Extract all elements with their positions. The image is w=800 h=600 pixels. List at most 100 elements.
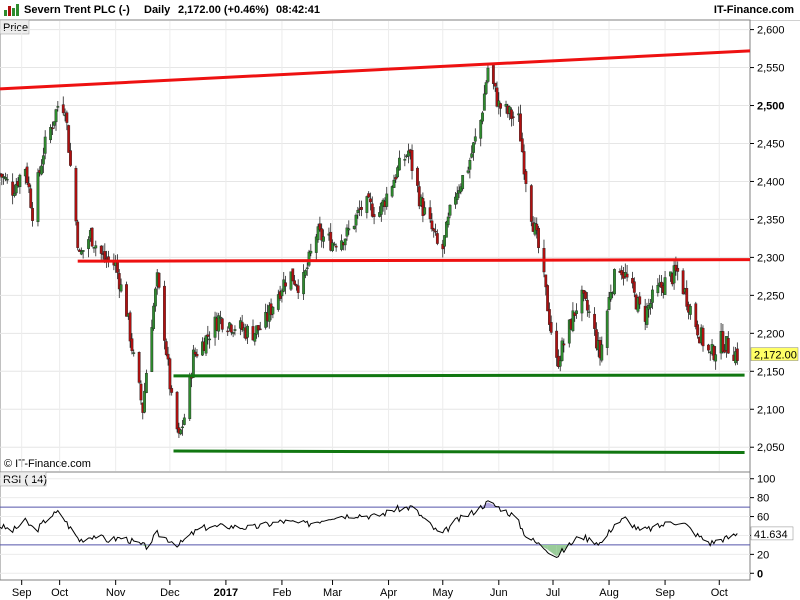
- candle-body: [575, 310, 578, 315]
- candle-body: [316, 226, 320, 241]
- candle-body: [609, 292, 613, 300]
- candle-body: [613, 269, 616, 295]
- candle-body: [522, 151, 526, 175]
- candle-body: [5, 178, 9, 181]
- candle-body: [296, 285, 300, 293]
- candle-body: [204, 335, 208, 354]
- candle-body: [314, 236, 318, 253]
- candle-body: [416, 167, 419, 186]
- candle-body: [182, 417, 186, 425]
- last-price-label: 2,172.00: [754, 350, 797, 362]
- price-y-tick-label: 2,300: [757, 252, 785, 264]
- candle-body: [455, 193, 459, 200]
- candle-body: [446, 216, 450, 226]
- candle-body: [499, 103, 503, 109]
- x-tick-label: Oct: [51, 587, 68, 599]
- candle-body: [481, 112, 484, 122]
- candle-body: [67, 125, 71, 153]
- candle-body: [87, 239, 90, 249]
- candle-body: [51, 127, 54, 130]
- candle-body: [681, 270, 685, 295]
- candle-body: [43, 136, 47, 154]
- candle-body: [31, 207, 34, 221]
- candle-body: [41, 155, 45, 165]
- candle-body: [132, 352, 136, 354]
- rsi-overbought-fill: [480, 502, 488, 508]
- candle-body: [430, 220, 434, 230]
- candle-body: [4, 177, 7, 180]
- candle-body: [600, 344, 604, 361]
- candle-body: [74, 168, 78, 222]
- candle-body: [137, 352, 141, 383]
- candle-body: [558, 360, 562, 367]
- price-y-tick-label: 2,150: [757, 366, 785, 378]
- rsi-panel[interactable]: [0, 471, 751, 581]
- rsi-last-label: 41.634: [754, 529, 788, 541]
- candle-body: [504, 104, 508, 107]
- candle-body: [459, 186, 463, 193]
- price-y-tick-label: 2,050: [757, 442, 785, 454]
- candle-body: [385, 193, 389, 207]
- x-axis: Sep Oct Nov Dec 2017 Feb Mar Apr May Jun Jul Aug Sep…: [12, 580, 728, 599]
- price-y-axis: 2,050 2,100 2,150 2,200 2,250 2,300 2,350 2,400…: [750, 25, 785, 454]
- price-panel[interactable]: [0, 19, 751, 473]
- candle-body: [607, 297, 611, 310]
- candle-body: [638, 296, 642, 305]
- candle-body: [128, 312, 132, 342]
- candle-body: [90, 227, 94, 247]
- candle-body: [117, 273, 121, 290]
- candle-body: [636, 297, 640, 312]
- brand-label: IT-Finance.com: [713, 4, 794, 16]
- candle-body: [116, 262, 119, 273]
- candle-body: [226, 330, 230, 333]
- candle-body: [25, 166, 29, 184]
- candle-body: [229, 324, 233, 333]
- candle-body: [663, 277, 667, 295]
- candle-body: [139, 383, 143, 401]
- candle-body: [547, 309, 551, 325]
- candle-body: [676, 267, 680, 272]
- rsi-oversold-fill: [556, 544, 568, 557]
- candle-body: [332, 243, 336, 246]
- candle-body: [571, 310, 575, 332]
- candle-body: [632, 281, 636, 293]
- price-y-tick-label: 2,400: [757, 176, 785, 188]
- candle-body: [0, 173, 4, 178]
- rsi-series: [0, 500, 738, 558]
- x-tick-label: Jul: [546, 587, 560, 599]
- candle-body: [69, 150, 72, 166]
- candle-body: [473, 136, 477, 142]
- candle-body: [360, 207, 363, 210]
- candle-body: [220, 318, 224, 330]
- candle-body: [271, 306, 275, 315]
- candle-body: [417, 186, 421, 207]
- candle-body: [284, 282, 287, 287]
- candle-body: [537, 227, 540, 249]
- candle-body: [195, 353, 199, 357]
- candle-body: [369, 198, 372, 203]
- candle-body: [130, 338, 134, 352]
- candle-body: [535, 223, 539, 231]
- candle-body: [434, 230, 437, 233]
- candle-body: [491, 65, 495, 84]
- candle-body: [354, 214, 358, 226]
- candle-body: [36, 172, 40, 223]
- x-tick-label: Sep: [12, 587, 32, 599]
- price-y-tick-label: 2,250: [757, 290, 785, 302]
- candle-body: [593, 313, 596, 329]
- candle-body: [428, 207, 432, 220]
- candle-body: [529, 185, 533, 222]
- rsi-oversold-fill: [539, 544, 548, 550]
- candle-body: [403, 158, 407, 161]
- candle-body: [707, 344, 710, 351]
- price-y-tick-label: 2,450: [757, 138, 785, 150]
- candle-body: [322, 236, 325, 242]
- candle-body: [81, 250, 85, 252]
- candle-body: [94, 245, 98, 249]
- candle-body: [394, 177, 398, 180]
- candle-body: [291, 268, 295, 282]
- price-y-tick-label: 2,600: [757, 25, 785, 37]
- candle-body: [379, 202, 383, 215]
- candle-body: [125, 284, 128, 317]
